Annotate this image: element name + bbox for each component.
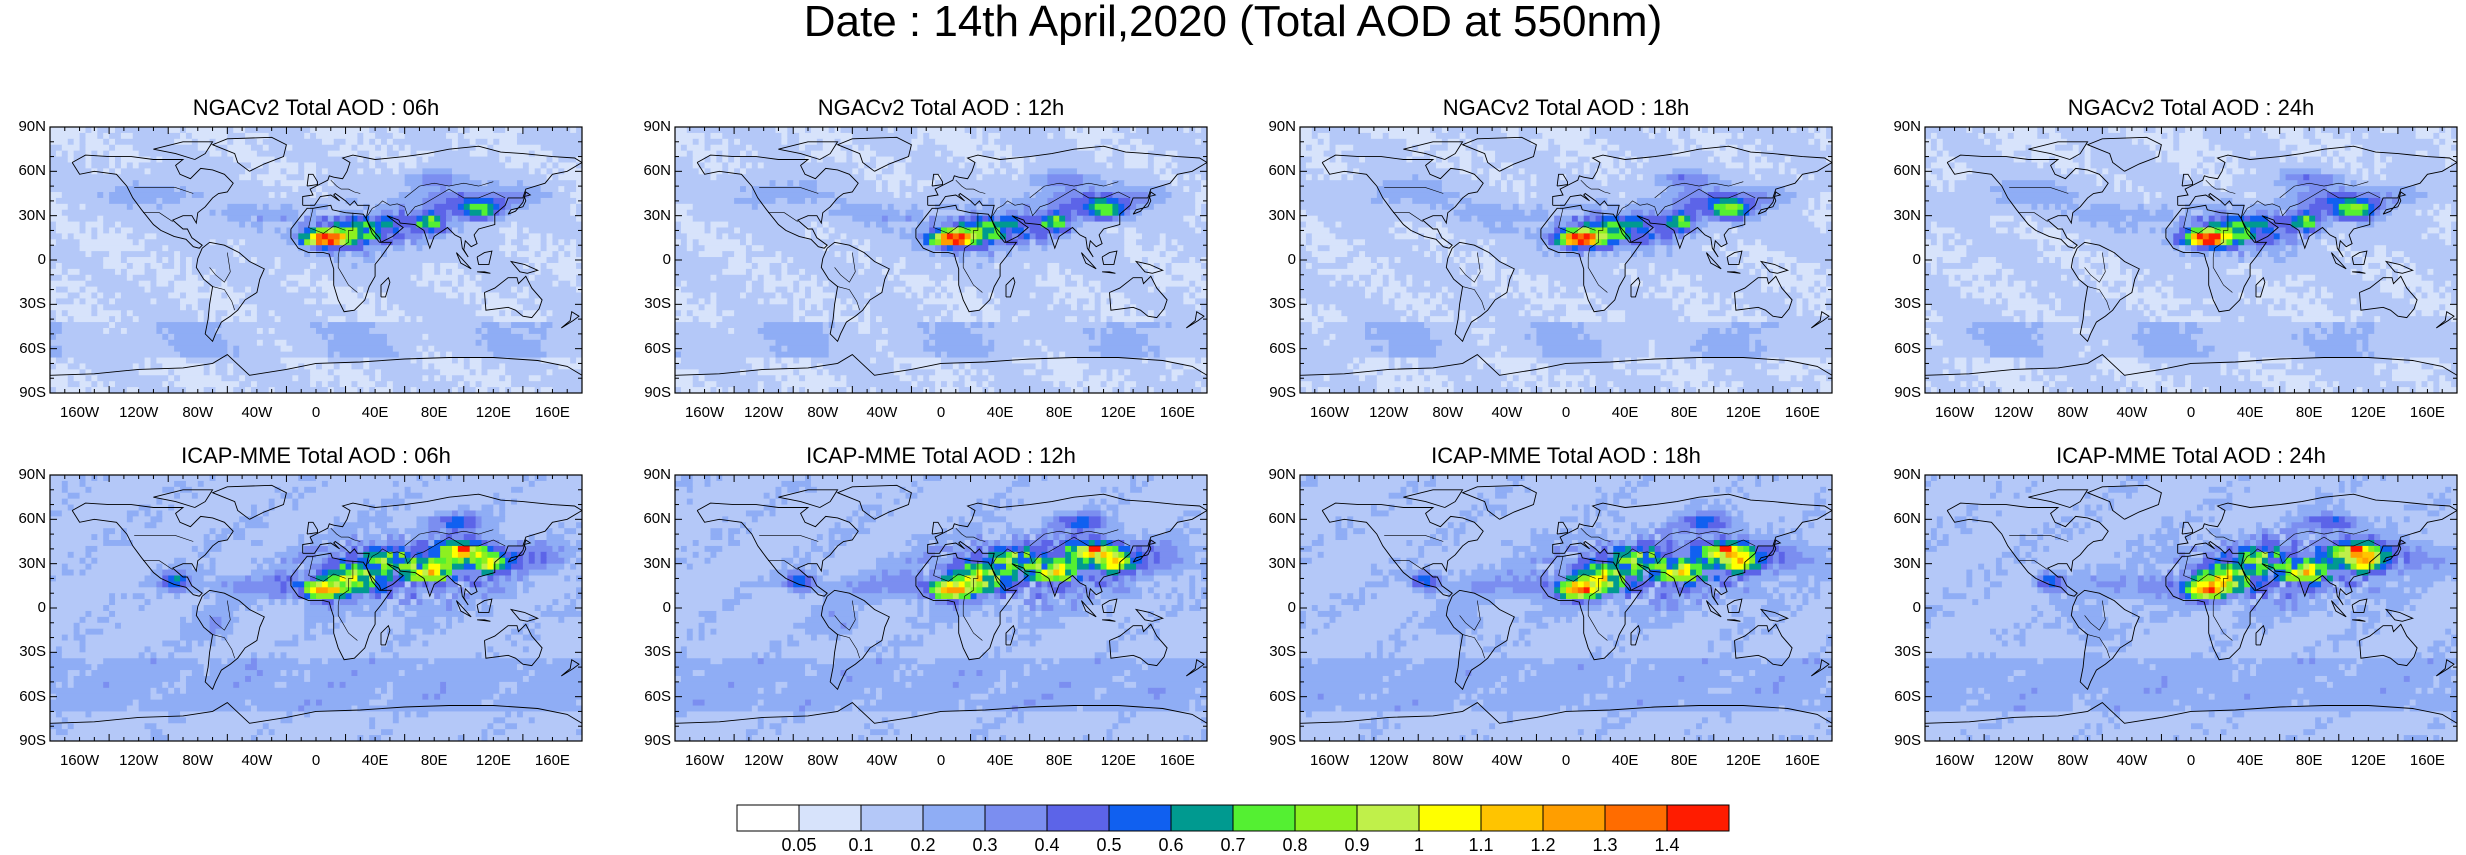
colorbar-swatch bbox=[1295, 805, 1357, 831]
colorbar-swatch bbox=[1171, 805, 1233, 831]
colorbar-swatch bbox=[1481, 805, 1543, 831]
colorbar-swatch bbox=[923, 805, 985, 831]
colorbar-swatch bbox=[1357, 805, 1419, 831]
colorbar-swatch bbox=[1543, 805, 1605, 831]
colorbar-swatch bbox=[1233, 805, 1295, 831]
colorbar-swatch bbox=[1109, 805, 1171, 831]
colorbar-swatch bbox=[1419, 805, 1481, 831]
colorbar-swatch bbox=[1667, 805, 1729, 831]
colorbar-swatch bbox=[985, 805, 1047, 831]
colorbar-swatch bbox=[799, 805, 861, 831]
colorbar-swatch bbox=[1047, 805, 1109, 831]
colorbar-swatch bbox=[1605, 805, 1667, 831]
colorbar-swatch bbox=[861, 805, 923, 831]
colorbar-swatch bbox=[737, 805, 799, 831]
